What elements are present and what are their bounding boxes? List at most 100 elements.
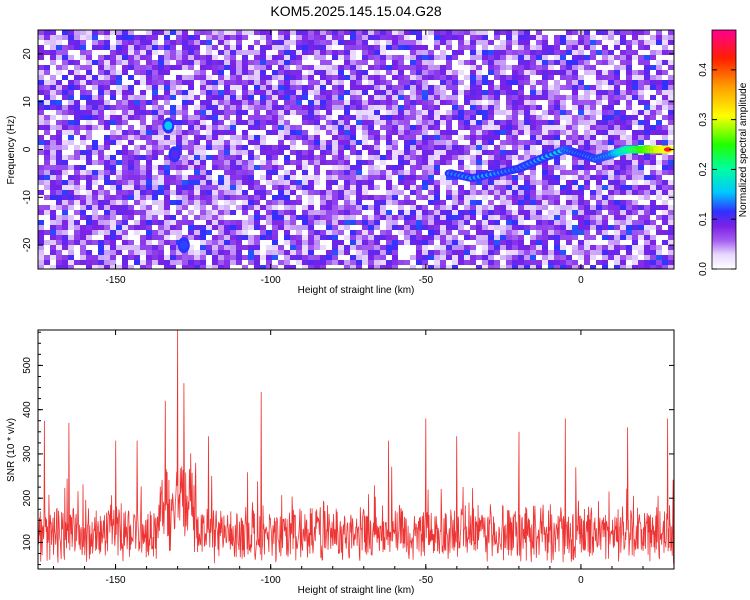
spectrogram-cell xyxy=(230,75,236,80)
spectrogram-cell xyxy=(194,60,200,65)
spectrogram-cell xyxy=(374,110,380,115)
spectrogram-cell xyxy=(38,180,44,185)
spectrogram-cell xyxy=(134,240,140,245)
spectrogram-cell xyxy=(404,245,410,250)
spectrogram-cell xyxy=(476,240,482,245)
spectrogram-cell xyxy=(194,95,200,100)
spectrogram-cell xyxy=(116,60,122,65)
spectrogram-cell xyxy=(362,170,368,175)
spectrogram-cell xyxy=(542,55,548,60)
spectrogram-cell xyxy=(560,220,566,225)
spectrogram-cell xyxy=(200,190,206,195)
spectrogram-cell xyxy=(422,100,428,105)
spectrogram-cell xyxy=(92,120,98,125)
spectrogram-cell xyxy=(428,170,434,175)
spectrogram-cell xyxy=(182,180,188,185)
spectrogram-cell xyxy=(470,85,476,90)
spectrogram-cell xyxy=(338,65,344,70)
spectrogram-cell xyxy=(500,90,506,95)
spectrogram-cell xyxy=(452,235,458,240)
spectrogram-cell xyxy=(254,120,260,125)
spectrogram-cell xyxy=(362,60,368,65)
spectrogram-cell xyxy=(434,150,440,155)
spectrogram-cell xyxy=(446,245,452,250)
spectrogram-cell xyxy=(50,215,56,220)
spectrogram-cell xyxy=(536,30,542,35)
spectrogram-cell xyxy=(410,105,416,110)
spectrogram-cell xyxy=(656,85,662,90)
spectrogram-cell xyxy=(248,100,254,105)
spectrogram-cell xyxy=(422,105,428,110)
spectrogram-cell xyxy=(668,255,674,260)
spectrogram-cell xyxy=(194,195,200,200)
spectrogram-cell xyxy=(326,125,332,130)
spectrogram-cell xyxy=(344,250,350,255)
spectrogram-cell xyxy=(128,55,134,60)
spectrogram-cell xyxy=(236,200,242,205)
spectrogram-cell xyxy=(272,35,278,40)
spectrogram-cell xyxy=(170,235,176,240)
spectrogram-cell xyxy=(218,115,224,120)
spectrogram-cell xyxy=(572,140,578,145)
spectrogram-cell xyxy=(542,255,548,260)
spectrogram-cell xyxy=(464,85,470,90)
spectrogram-cell xyxy=(560,40,566,45)
spectrogram-cell xyxy=(458,195,464,200)
spectrogram-cell xyxy=(548,195,554,200)
spectrogram-cell xyxy=(110,190,116,195)
spectrogram-cell xyxy=(422,120,428,125)
spectrogram-cell xyxy=(572,240,578,245)
spectrogram-cell xyxy=(374,180,380,185)
spectrogram-cell xyxy=(254,110,260,115)
spectrogram-cell xyxy=(128,80,134,85)
spectrogram-cell xyxy=(272,175,278,180)
spectrogram-cell xyxy=(314,115,320,120)
spectrogram-cell xyxy=(488,215,494,220)
spectrogram-cell xyxy=(302,170,308,175)
spectrogram-cell xyxy=(566,135,572,140)
spectrogram-cell xyxy=(62,195,68,200)
spectrogram-cell xyxy=(470,240,476,245)
spectrogram-cell xyxy=(314,240,320,245)
spectrogram-cell xyxy=(584,50,590,55)
spectrogram-cell xyxy=(554,165,560,170)
spectrogram-cell xyxy=(326,170,332,175)
spectrogram-cell xyxy=(80,175,86,180)
spectrogram-cell xyxy=(386,90,392,95)
spectrogram-cell xyxy=(554,70,560,75)
spectrogram-cell xyxy=(278,150,284,155)
spectrogram-cell xyxy=(86,225,92,230)
spectrogram-cell xyxy=(92,50,98,55)
spectrogram-cell xyxy=(518,135,524,140)
spectrogram-cell xyxy=(464,225,470,230)
spectrogram-cell xyxy=(380,160,386,165)
spectrogram-cell xyxy=(200,160,206,165)
spectrogram-cell xyxy=(80,95,86,100)
spectrogram-cell xyxy=(476,115,482,120)
spectrogram-cell xyxy=(278,165,284,170)
spectrogram-cell xyxy=(392,215,398,220)
spectrogram-cell xyxy=(134,205,140,210)
spectrogram-cell xyxy=(116,95,122,100)
spectrogram-cell xyxy=(260,125,266,130)
spectrogram-cell xyxy=(608,220,614,225)
spectrogram-cell xyxy=(464,205,470,210)
spectrogram-cell xyxy=(338,190,344,195)
spectrogram-cell xyxy=(404,65,410,70)
spectrogram-cell xyxy=(230,165,236,170)
spectrogram-cell xyxy=(122,185,128,190)
spectrogram-cell xyxy=(482,180,488,185)
spectrogram-cell xyxy=(452,85,458,90)
spectrogram-cell xyxy=(230,250,236,255)
spectrogram-cell xyxy=(566,75,572,80)
spectrogram-cell xyxy=(470,155,476,160)
spectrogram-cell xyxy=(56,120,62,125)
spectrogram-cell xyxy=(224,90,230,95)
spectrogram-cell xyxy=(650,195,656,200)
spectrogram-cell xyxy=(536,215,542,220)
spectrogram-cell xyxy=(152,240,158,245)
spectrogram-cell xyxy=(272,110,278,115)
spectrogram-cell xyxy=(230,40,236,45)
spectrogram-cell xyxy=(554,240,560,245)
spectrogram-cell xyxy=(614,50,620,55)
